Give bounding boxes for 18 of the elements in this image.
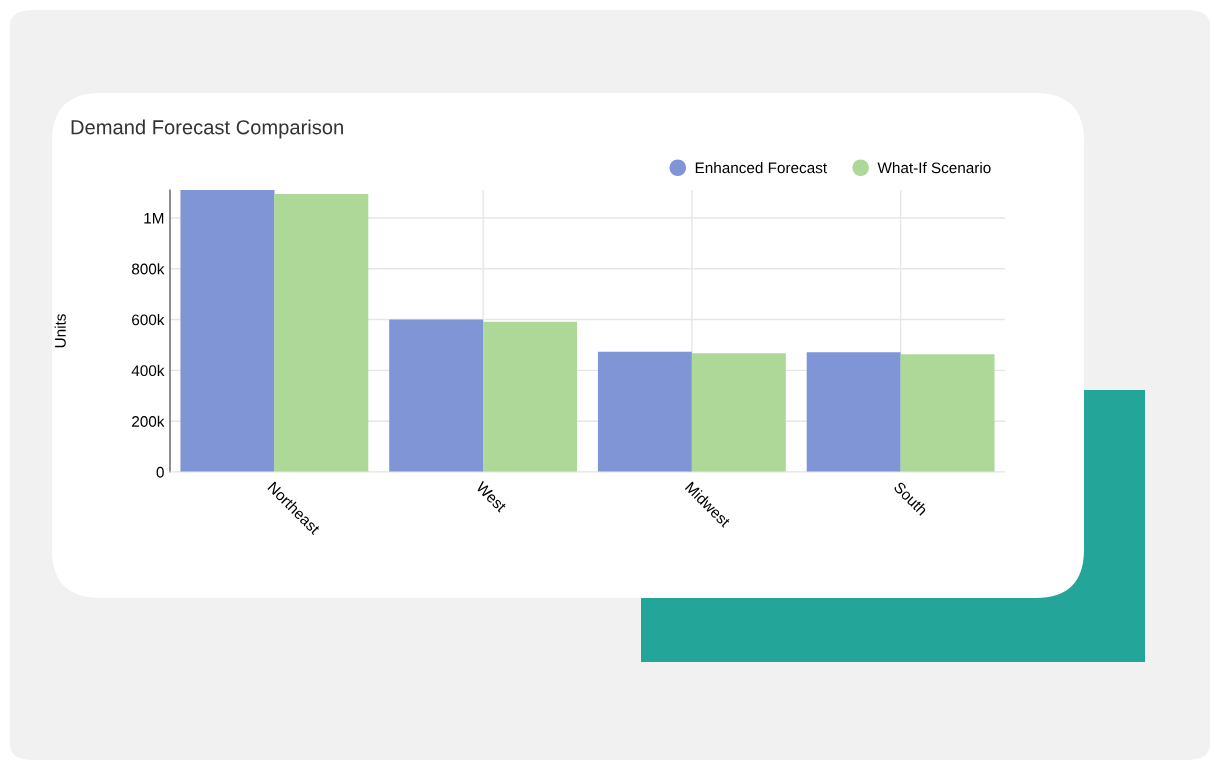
y-tick-label: 400k: [131, 364, 165, 377]
y-tick-label: 800k: [131, 263, 165, 275]
y-axis-title: Units: [54, 314, 66, 348]
bar: [483, 321, 578, 472]
y-tick-label: 1M: [144, 212, 164, 224]
y-tick-label: 600k: [132, 314, 165, 326]
bar: [900, 354, 995, 472]
y-tick-label: 0: [156, 466, 164, 478]
chart-title: Demand Forecast Comparison: [71, 119, 343, 139]
bar: [180, 190, 275, 472]
bar: [691, 353, 786, 472]
y-tick-label: 200k: [132, 415, 165, 427]
bar: [597, 351, 692, 472]
bar: [389, 319, 484, 472]
legend-label: What-If Scenario: [877, 162, 991, 174]
legend-label: Enhanced Forecast: [695, 162, 827, 174]
bar: [806, 352, 901, 472]
bar: [274, 194, 369, 472]
